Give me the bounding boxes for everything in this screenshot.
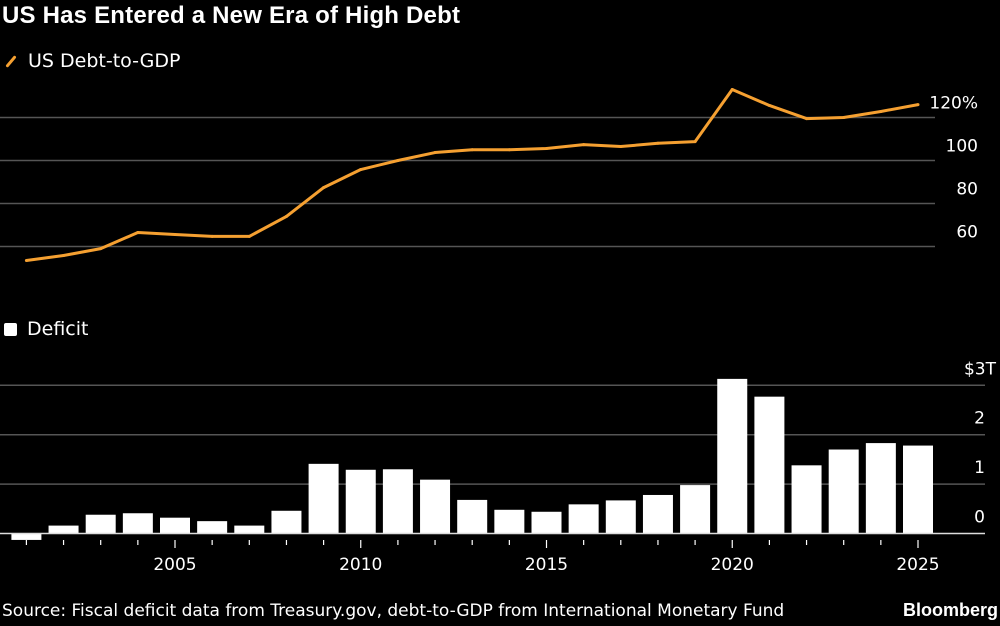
line-point xyxy=(284,214,288,218)
deficit-bar xyxy=(717,378,748,534)
x-tick-label: 2020 xyxy=(711,555,754,575)
brand-logo: Bloomberg xyxy=(902,600,998,620)
deficit-bar xyxy=(160,517,190,534)
y-tick-label: 1 xyxy=(974,458,985,478)
x-tick-label: 2010 xyxy=(339,555,382,575)
line-point xyxy=(396,159,400,162)
line-point xyxy=(656,141,660,145)
line-point xyxy=(582,143,586,147)
deficit-bar xyxy=(197,521,228,534)
box-swatch-icon xyxy=(4,322,17,336)
y-tick-label: 0 xyxy=(974,508,985,528)
deficit-bar xyxy=(420,479,451,534)
legend-deficit: Deficit xyxy=(4,318,88,340)
line-point xyxy=(805,117,809,121)
deficit-bar xyxy=(308,463,339,534)
line-point xyxy=(99,247,103,251)
line-point xyxy=(433,151,437,155)
deficit-bar xyxy=(457,499,488,534)
line-point xyxy=(545,146,548,150)
line-point xyxy=(916,103,920,107)
legend-label: Deficit xyxy=(27,318,89,340)
y-tick-label: 100 xyxy=(946,137,978,157)
line-point xyxy=(842,116,846,119)
line-point xyxy=(507,148,511,152)
deficit-bar xyxy=(865,443,896,534)
y-tick-label: 60 xyxy=(956,223,978,243)
legend-label: US Debt-to-GDP xyxy=(28,50,181,72)
deficit-bar xyxy=(85,514,116,534)
deficit-bar xyxy=(605,500,636,534)
deficit-bar xyxy=(271,510,302,534)
deficit-bar xyxy=(754,396,785,534)
line-point xyxy=(879,109,883,113)
y-tick-label: 120% xyxy=(929,94,978,114)
deficit-bar xyxy=(828,449,859,534)
deficit-bar xyxy=(791,465,822,534)
deficit-bar xyxy=(568,504,599,534)
chart-title: US Has Entered a New Era of High Debt xyxy=(2,2,461,29)
deficit-bar xyxy=(234,525,265,534)
deficit-bar xyxy=(11,533,42,540)
y-tick-label: $3T xyxy=(964,359,997,379)
line-point xyxy=(173,232,177,236)
line-point xyxy=(693,140,697,144)
deficit-bar xyxy=(642,494,673,534)
line-point xyxy=(62,254,66,258)
y-tick-label: 2 xyxy=(974,409,985,429)
line-point xyxy=(619,145,623,149)
line-point xyxy=(136,231,140,235)
deficit-bar xyxy=(494,509,525,534)
deficit-bar xyxy=(903,445,933,534)
x-tick-label: 2005 xyxy=(153,555,196,575)
deficit-bar xyxy=(382,469,413,534)
line-point xyxy=(24,258,28,262)
line-point xyxy=(767,103,771,107)
line-point xyxy=(730,88,734,92)
line-point xyxy=(322,186,326,190)
deficit-bar xyxy=(531,511,562,534)
deficit-bar xyxy=(48,525,79,534)
x-tick-label: 2015 xyxy=(525,555,568,575)
line-point xyxy=(210,234,214,238)
y-tick-label: 80 xyxy=(956,180,978,200)
deficit-bar xyxy=(122,513,153,534)
line-point xyxy=(470,148,474,152)
legend-debt-to-gdp: US Debt-to-GDP xyxy=(4,50,180,72)
x-tick-label: 2025 xyxy=(896,555,939,575)
source-note: Source: Fiscal deficit data from Treasur… xyxy=(2,601,785,621)
debt-to-gdp-line xyxy=(26,88,919,262)
line-point xyxy=(359,168,363,172)
deficit-bar xyxy=(680,485,711,534)
line-point xyxy=(247,234,251,238)
deficit-bar xyxy=(345,469,376,534)
